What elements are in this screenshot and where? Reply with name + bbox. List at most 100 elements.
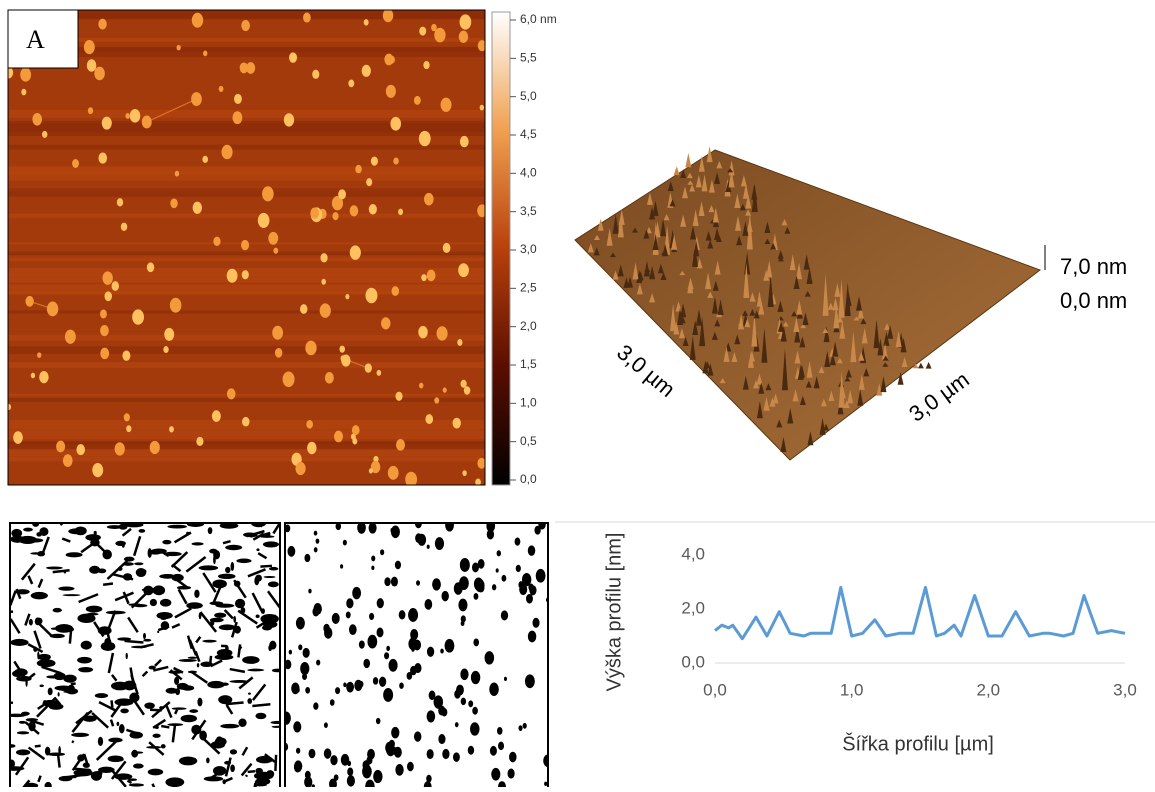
afm-stripe [8, 430, 485, 439]
binary-dot [362, 760, 369, 770]
afm-spot [365, 363, 372, 372]
afm-spot [192, 13, 203, 28]
binary-fiber [72, 741, 74, 742]
afm-spot [104, 291, 112, 301]
afm-spot [227, 269, 238, 283]
binary-blob [199, 565, 219, 570]
binary-blob [172, 707, 187, 709]
binary-blob [31, 592, 48, 599]
afm-spot [427, 270, 436, 282]
binary-blob [107, 525, 123, 529]
afm-spot [391, 286, 399, 296]
binary-blob [98, 569, 107, 574]
binary-blob [143, 633, 146, 639]
binary-blob [225, 567, 231, 573]
binary-blob [188, 657, 198, 659]
binary-blob [126, 653, 128, 659]
afm-spot [386, 85, 396, 98]
binary-dot [389, 740, 395, 749]
binary-dot [314, 547, 318, 552]
x-tick-label: 3,0 [1113, 680, 1137, 699]
afm-spot [341, 355, 346, 362]
binary-blob [230, 765, 235, 773]
binary-dot [343, 682, 346, 687]
afm-stripe [8, 456, 485, 461]
binary-fiber [58, 753, 60, 768]
afm-spot [121, 223, 127, 231]
afm-spot [283, 372, 295, 388]
afm-spot [25, 296, 33, 307]
binary-dot [298, 644, 302, 650]
binary-blob [115, 698, 134, 705]
binary-dot [455, 722, 459, 727]
afm-spot [395, 392, 402, 401]
binary-dot [346, 598, 353, 608]
afm-spot [98, 19, 106, 30]
afm-stripe [8, 167, 485, 172]
afm-spot [320, 303, 331, 318]
binary-dot [523, 581, 527, 587]
binary-dot [384, 652, 389, 659]
binary-dots [281, 519, 552, 787]
afm-spot [87, 59, 97, 71]
afm-spot [320, 253, 327, 262]
binary-fiber [250, 535, 257, 537]
binary-blob [247, 698, 252, 704]
afm-spot [364, 19, 369, 25]
binary-dot [507, 769, 514, 779]
binary-blob [231, 562, 235, 571]
afm-spot [169, 426, 174, 432]
binary-blob [236, 559, 251, 564]
binary-blob [209, 601, 223, 605]
z-top-label: 7,0 nm [1060, 254, 1127, 279]
afm-spot [414, 96, 421, 105]
afm-spot [377, 370, 382, 376]
binary-dot [491, 768, 500, 781]
binary-blob [86, 606, 103, 613]
binary-dot [313, 603, 321, 615]
binary-blob [46, 566, 63, 569]
binary-blob [266, 770, 274, 778]
binary-dot [281, 711, 291, 724]
binary-blob [186, 602, 203, 609]
afm-spot [457, 339, 462, 346]
binary-dot [359, 640, 365, 648]
binary-blob [167, 525, 187, 529]
afm-spot [232, 111, 242, 124]
binary-dot [441, 591, 448, 601]
afm-spot [241, 240, 249, 250]
binary-fiber [252, 704, 270, 706]
afm-spot [37, 352, 41, 358]
z-bottom-label: 0,0 nm [1060, 288, 1127, 313]
binary-dot [343, 540, 347, 546]
binary-fiber [150, 710, 162, 711]
binary-dot [427, 710, 436, 722]
binary-blob [262, 625, 272, 630]
binary-blob [148, 769, 164, 776]
binary-dot [416, 580, 420, 586]
binary-dot [289, 650, 292, 655]
binary-dot [532, 618, 539, 628]
binary-dot [324, 627, 332, 639]
binary-blob [268, 645, 272, 651]
binary-blob [272, 669, 284, 673]
binary-blob [165, 777, 184, 787]
afm-stripe [8, 47, 485, 57]
binary-dot [408, 608, 418, 622]
binary-blob [134, 562, 143, 565]
binary-dot [313, 702, 318, 709]
afm-spot [369, 468, 373, 473]
afm-spot [350, 205, 359, 216]
afm-spot [84, 40, 95, 54]
binary-blob [269, 567, 278, 571]
binary-dot [294, 762, 302, 773]
binary-blob [133, 751, 143, 753]
afm-spot [321, 279, 326, 285]
binary-blob [139, 529, 146, 533]
afm-spot [460, 136, 469, 147]
binary-blob [214, 613, 226, 618]
binary-dot [497, 727, 502, 735]
afm-spot [477, 204, 487, 217]
afm-image [4, 8, 487, 487]
